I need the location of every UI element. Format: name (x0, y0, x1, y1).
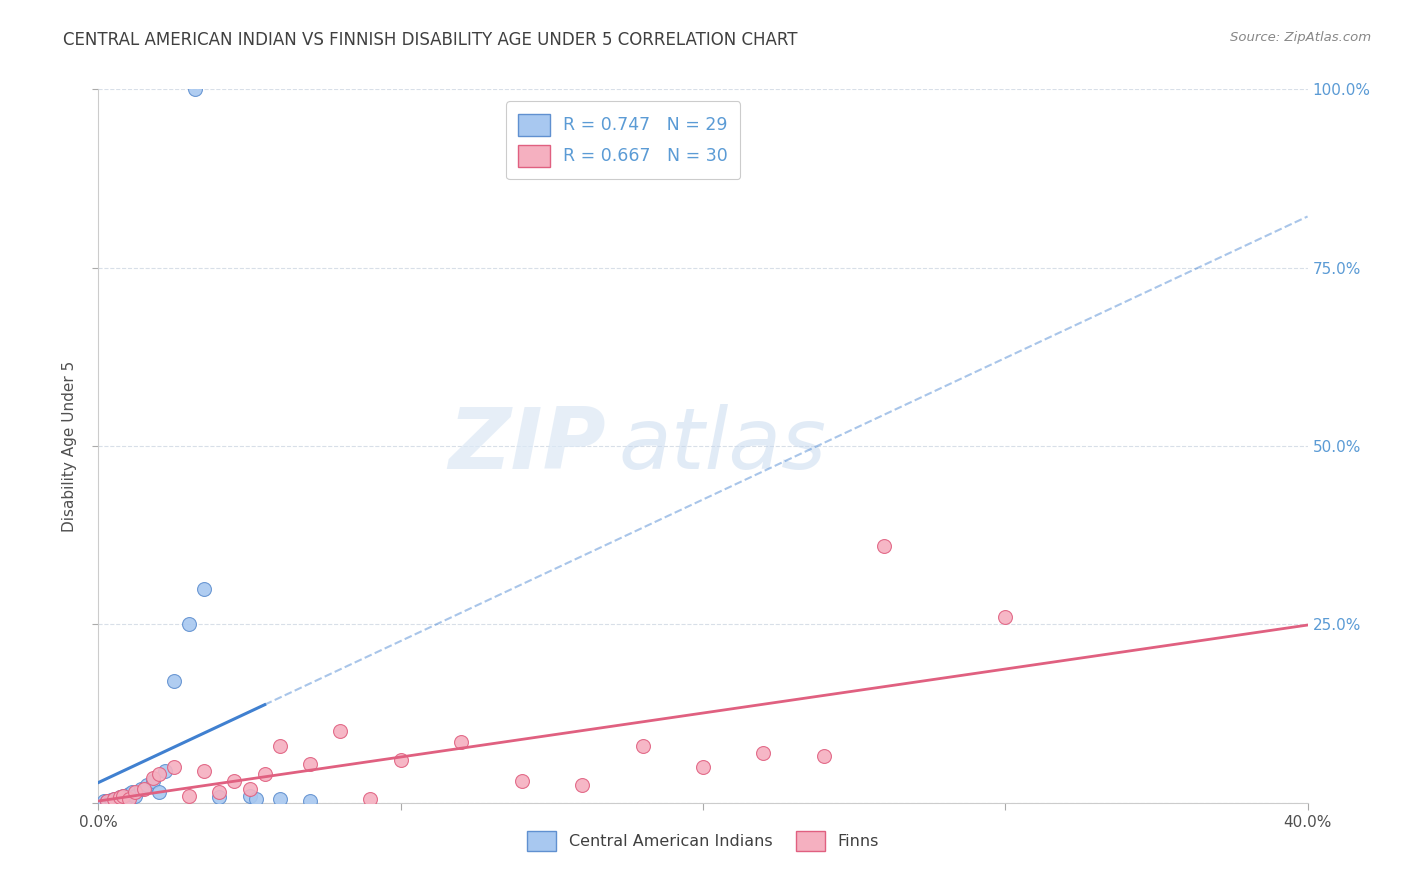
Point (135, 778, 157, 792)
Point (239, 789, 262, 803)
Point (114, 790, 136, 805)
Point (124, 785, 146, 799)
Point (224, 774, 246, 789)
Y-axis label: Disability Age Under 5: Disability Age Under 5 (62, 360, 77, 532)
Text: ZIP: ZIP (449, 404, 606, 488)
Point (269, 792, 291, 806)
Point (148, 785, 170, 799)
Point (184, 82, 207, 96)
Point (163, 674, 186, 689)
Point (360, 792, 382, 806)
Point (208, 785, 231, 799)
Point (96, 794, 118, 808)
Point (692, 760, 714, 774)
Text: Source: ZipAtlas.com: Source: ZipAtlas.com (1230, 31, 1371, 45)
Point (129, 781, 152, 796)
Point (132, 781, 155, 796)
Point (148, 767, 170, 781)
Point (108, 790, 131, 805)
Point (299, 756, 322, 771)
Point (873, 539, 896, 553)
Point (108, 790, 131, 805)
Point (103, 792, 125, 806)
Point (98, 795, 121, 809)
Point (121, 785, 143, 799)
Point (510, 774, 533, 789)
Point (100, 793, 122, 807)
Point (153, 764, 176, 778)
Point (107, 794, 129, 808)
Point (111, 789, 134, 803)
Point (105, 791, 128, 805)
Point (813, 749, 835, 764)
Point (269, 739, 291, 753)
Point (118, 791, 141, 805)
Point (239, 781, 262, 796)
Point (142, 771, 165, 785)
Point (450, 735, 472, 749)
Point (193, 764, 215, 778)
Point (208, 790, 231, 805)
Point (104, 794, 127, 808)
Point (93, 794, 115, 808)
Point (193, 582, 215, 596)
Point (142, 774, 165, 789)
Point (571, 778, 593, 792)
Point (103, 792, 125, 806)
Point (179, 789, 201, 803)
Point (101, 794, 124, 808)
Text: atlas: atlas (619, 404, 827, 488)
Point (752, 746, 775, 760)
Point (631, 739, 654, 753)
Text: CENTRAL AMERICAN INDIAN VS FINNISH DISABILITY AGE UNDER 5 CORRELATION CHART: CENTRAL AMERICAN INDIAN VS FINNISH DISAB… (63, 31, 797, 49)
Point (245, 791, 267, 805)
Point (179, 617, 201, 632)
Point (253, 767, 276, 781)
Point (96, 794, 118, 808)
Point (994, 610, 1017, 624)
Point (329, 724, 352, 739)
Point (389, 753, 412, 767)
Legend: Central American Indians, Finns: Central American Indians, Finns (519, 822, 887, 859)
Point (111, 789, 134, 803)
Point (118, 787, 141, 801)
Point (299, 794, 322, 808)
Point (163, 760, 186, 774)
Point (124, 789, 146, 804)
